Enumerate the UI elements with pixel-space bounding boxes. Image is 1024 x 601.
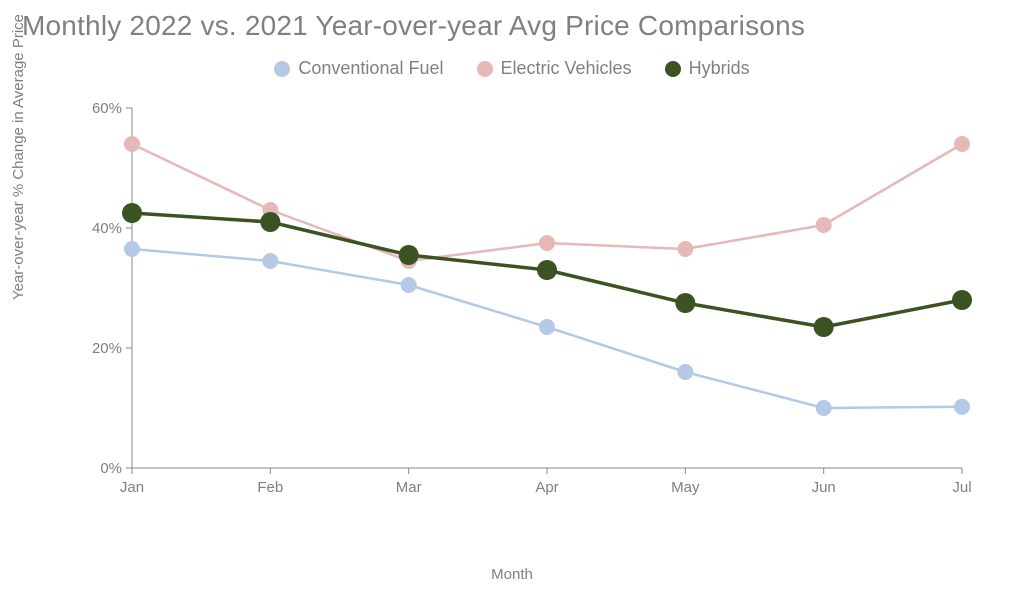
series-marker bbox=[124, 136, 140, 152]
series-marker bbox=[399, 245, 419, 265]
x-tick-label: Jun bbox=[812, 479, 836, 496]
series-marker bbox=[539, 319, 555, 335]
legend-label-conventional: Conventional Fuel bbox=[298, 58, 443, 79]
series-marker bbox=[539, 235, 555, 251]
legend-item-electric: Electric Vehicles bbox=[477, 58, 632, 79]
x-tick-label: Apr bbox=[535, 479, 558, 496]
y-axis-title: Year-over-year % Change in Average Price bbox=[10, 14, 27, 300]
series-marker bbox=[816, 400, 832, 416]
series-marker bbox=[124, 241, 140, 257]
series-marker bbox=[816, 217, 832, 233]
legend-item-hybrids: Hybrids bbox=[665, 58, 750, 79]
x-tick-label: Feb bbox=[257, 479, 283, 496]
legend-dot-conventional bbox=[274, 61, 290, 77]
series-marker bbox=[954, 136, 970, 152]
x-tick-label: May bbox=[671, 479, 700, 496]
y-tick-label: 20% bbox=[92, 340, 122, 357]
series-marker bbox=[401, 277, 417, 293]
series-marker bbox=[260, 212, 280, 232]
chart-legend: Conventional Fuel Electric Vehicles Hybr… bbox=[0, 58, 1024, 82]
legend-dot-hybrids bbox=[665, 61, 681, 77]
y-tick-label: 40% bbox=[92, 220, 122, 237]
series-marker bbox=[677, 364, 693, 380]
x-tick-label: Mar bbox=[396, 479, 422, 496]
x-tick-label: Jan bbox=[120, 479, 144, 496]
series-marker bbox=[954, 399, 970, 415]
series-marker bbox=[675, 293, 695, 313]
y-tick-label: 0% bbox=[100, 460, 122, 477]
chart-plot: 0% 20% 40% 60% Jan Feb Mar Apr May Jun Jul bbox=[82, 98, 992, 508]
legend-label-electric: Electric Vehicles bbox=[501, 58, 632, 79]
series-marker bbox=[537, 260, 557, 280]
chart-container: Monthly 2022 vs. 2021 Year-over-year Avg… bbox=[0, 0, 1024, 601]
series-marker bbox=[677, 241, 693, 257]
x-axis-title: Month bbox=[0, 566, 1024, 583]
legend-dot-electric bbox=[477, 61, 493, 77]
legend-label-hybrids: Hybrids bbox=[689, 58, 750, 79]
series-marker bbox=[814, 317, 834, 337]
legend-item-conventional: Conventional Fuel bbox=[274, 58, 443, 79]
series-marker bbox=[262, 253, 278, 269]
x-tick-label: Jul bbox=[952, 479, 971, 496]
chart-title: Monthly 2022 vs. 2021 Year-over-year Avg… bbox=[22, 10, 805, 42]
series-marker bbox=[122, 203, 142, 223]
y-tick-label: 60% bbox=[92, 100, 122, 117]
series-marker bbox=[952, 290, 972, 310]
